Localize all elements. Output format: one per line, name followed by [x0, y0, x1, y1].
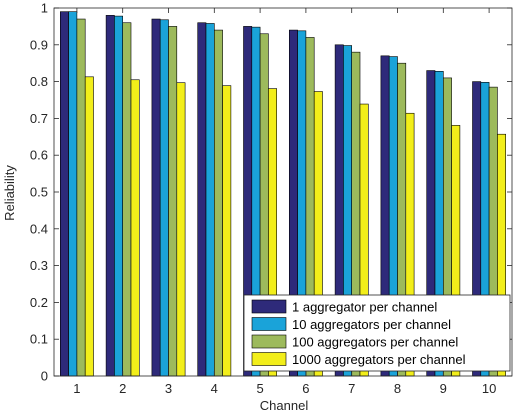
y-tick-label: 0.5	[30, 185, 48, 200]
x-tick-label: 5	[256, 381, 263, 396]
x-tick-label: 2	[119, 381, 126, 396]
bar-2-2	[114, 15, 124, 377]
legend-label-3: 100 aggregators per channel	[292, 335, 458, 350]
bar-3-1	[76, 18, 86, 377]
x-tick-label: 4	[211, 381, 218, 396]
y-axis-label: Reliability	[2, 165, 17, 221]
y-tick-label: 0	[41, 369, 48, 384]
bar-4-2	[130, 79, 140, 377]
legend-label-1: 1 aggregator per channel	[292, 300, 437, 315]
legend-swatch-4	[251, 352, 287, 366]
bar-4-1	[84, 76, 94, 377]
x-tick-label: 6	[302, 381, 309, 396]
x-tick-label: 10	[482, 381, 496, 396]
y-tick-label: 0.3	[30, 258, 48, 273]
bar-1-3	[151, 18, 161, 377]
bar-2-3	[159, 19, 169, 377]
bar-3-2	[122, 22, 132, 377]
legend-swatch-3	[251, 334, 287, 349]
x-tick-label: 1	[73, 381, 80, 396]
bar-4-4	[222, 85, 232, 377]
bar-4-3	[176, 82, 186, 377]
y-tick-label: 0.6	[30, 148, 48, 163]
bar-1-2	[105, 15, 115, 377]
bar-2-1	[68, 11, 78, 377]
y-tick-label: 0.8	[30, 74, 48, 89]
bar-1-1	[59, 11, 69, 377]
legend-swatch-2	[251, 317, 287, 331]
x-axis-label: Channel	[260, 398, 309, 413]
legend-label-4: 1000 aggregators per channel	[292, 352, 466, 367]
x-tick-label: 7	[348, 381, 355, 396]
x-tick-label: 8	[394, 381, 401, 396]
y-tick-label: 0.9	[30, 37, 48, 52]
y-tick-label: 1	[41, 1, 48, 16]
legend-swatch-1	[251, 299, 287, 314]
x-tick-label: 9	[440, 381, 447, 396]
y-tick-label: 0.4	[30, 221, 48, 236]
bar-3-3	[168, 26, 178, 377]
legend: 1 aggregator per channel 10 aggregators p…	[243, 294, 511, 372]
bar-2-4	[205, 23, 215, 377]
legend-label-2: 10 aggregators per channel	[292, 317, 451, 332]
bar-1-4	[197, 22, 207, 377]
y-tick-label: 0.1	[30, 332, 48, 347]
x-tick-label: 3	[165, 381, 172, 396]
legend-box	[243, 294, 511, 372]
y-tick-label: 0.2	[30, 295, 48, 310]
y-tick-label: 0.7	[30, 111, 48, 126]
bar-3-4	[214, 29, 223, 377]
